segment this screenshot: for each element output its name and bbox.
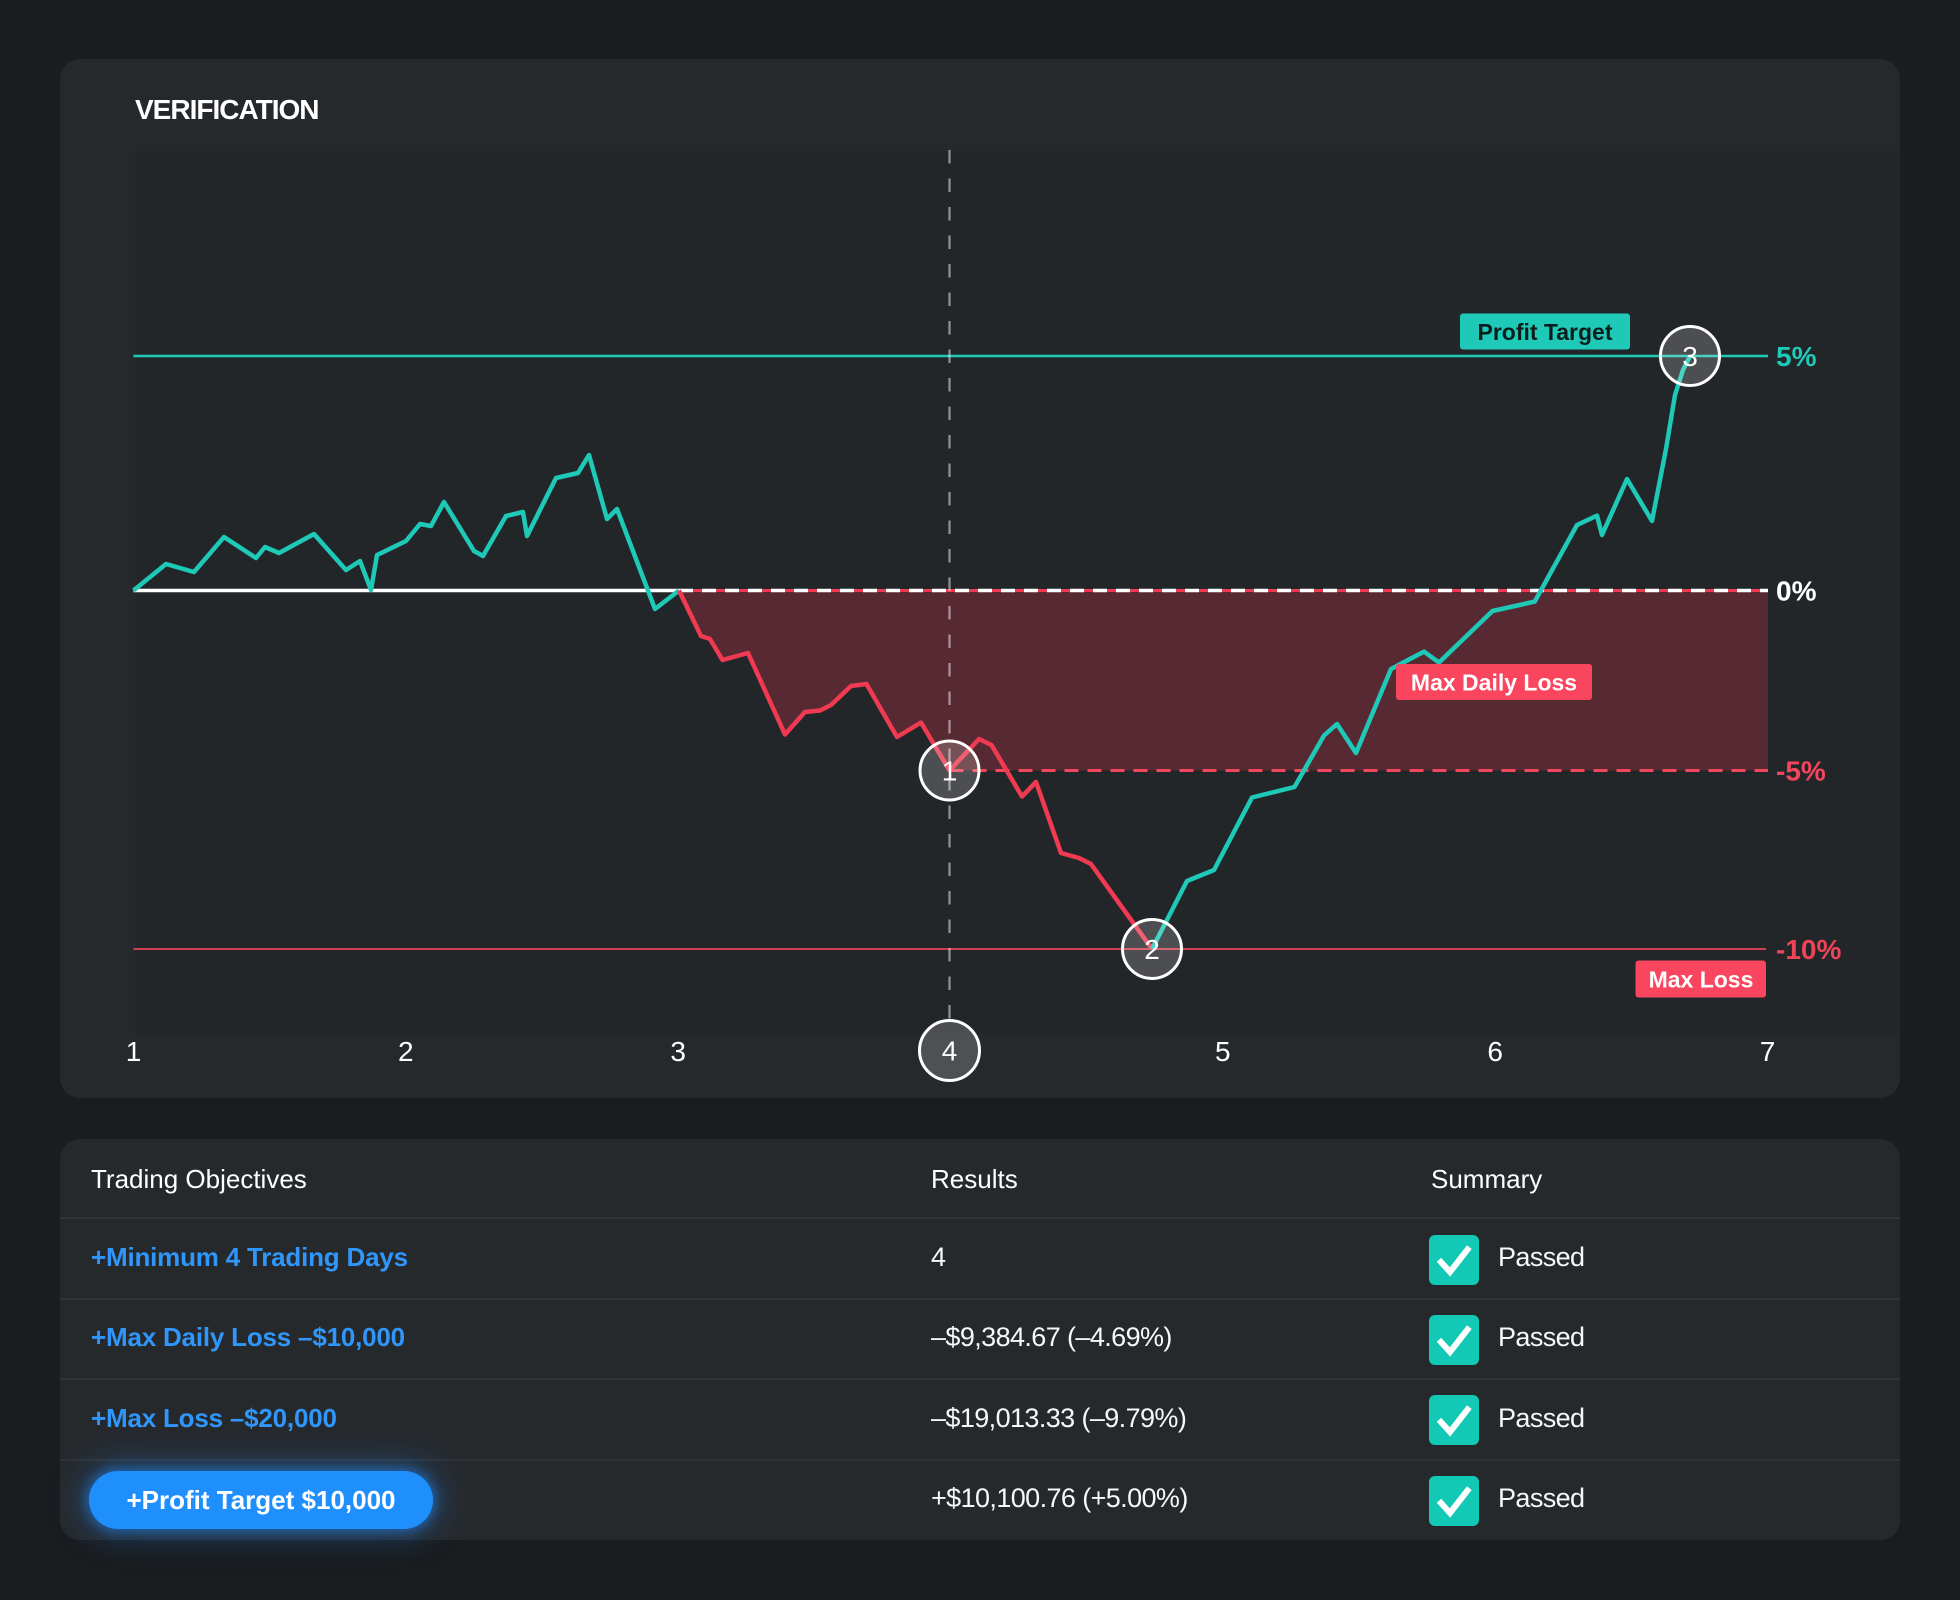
svg-text:Profit Target: Profit Target xyxy=(1477,319,1612,345)
svg-text:-5%: -5% xyxy=(1776,756,1826,787)
svg-text:Max Daily Loss: Max Daily Loss xyxy=(1411,670,1577,696)
svg-text:Max Loss: Max Loss xyxy=(1649,967,1754,993)
svg-text:5%: 5% xyxy=(1776,341,1817,372)
svg-text:3: 3 xyxy=(1682,341,1698,372)
svg-text:4: 4 xyxy=(942,1036,958,1067)
svg-text:7: 7 xyxy=(1760,1036,1776,1067)
svg-text:2: 2 xyxy=(398,1036,414,1067)
svg-text:5: 5 xyxy=(1215,1036,1231,1067)
svg-text:3: 3 xyxy=(670,1036,686,1067)
svg-text:2: 2 xyxy=(1144,934,1160,965)
svg-text:-10%: -10% xyxy=(1776,934,1841,965)
svg-text:1: 1 xyxy=(942,756,958,787)
svg-text:1: 1 xyxy=(126,1036,142,1067)
svg-text:0%: 0% xyxy=(1776,576,1817,607)
svg-text:6: 6 xyxy=(1487,1036,1503,1067)
